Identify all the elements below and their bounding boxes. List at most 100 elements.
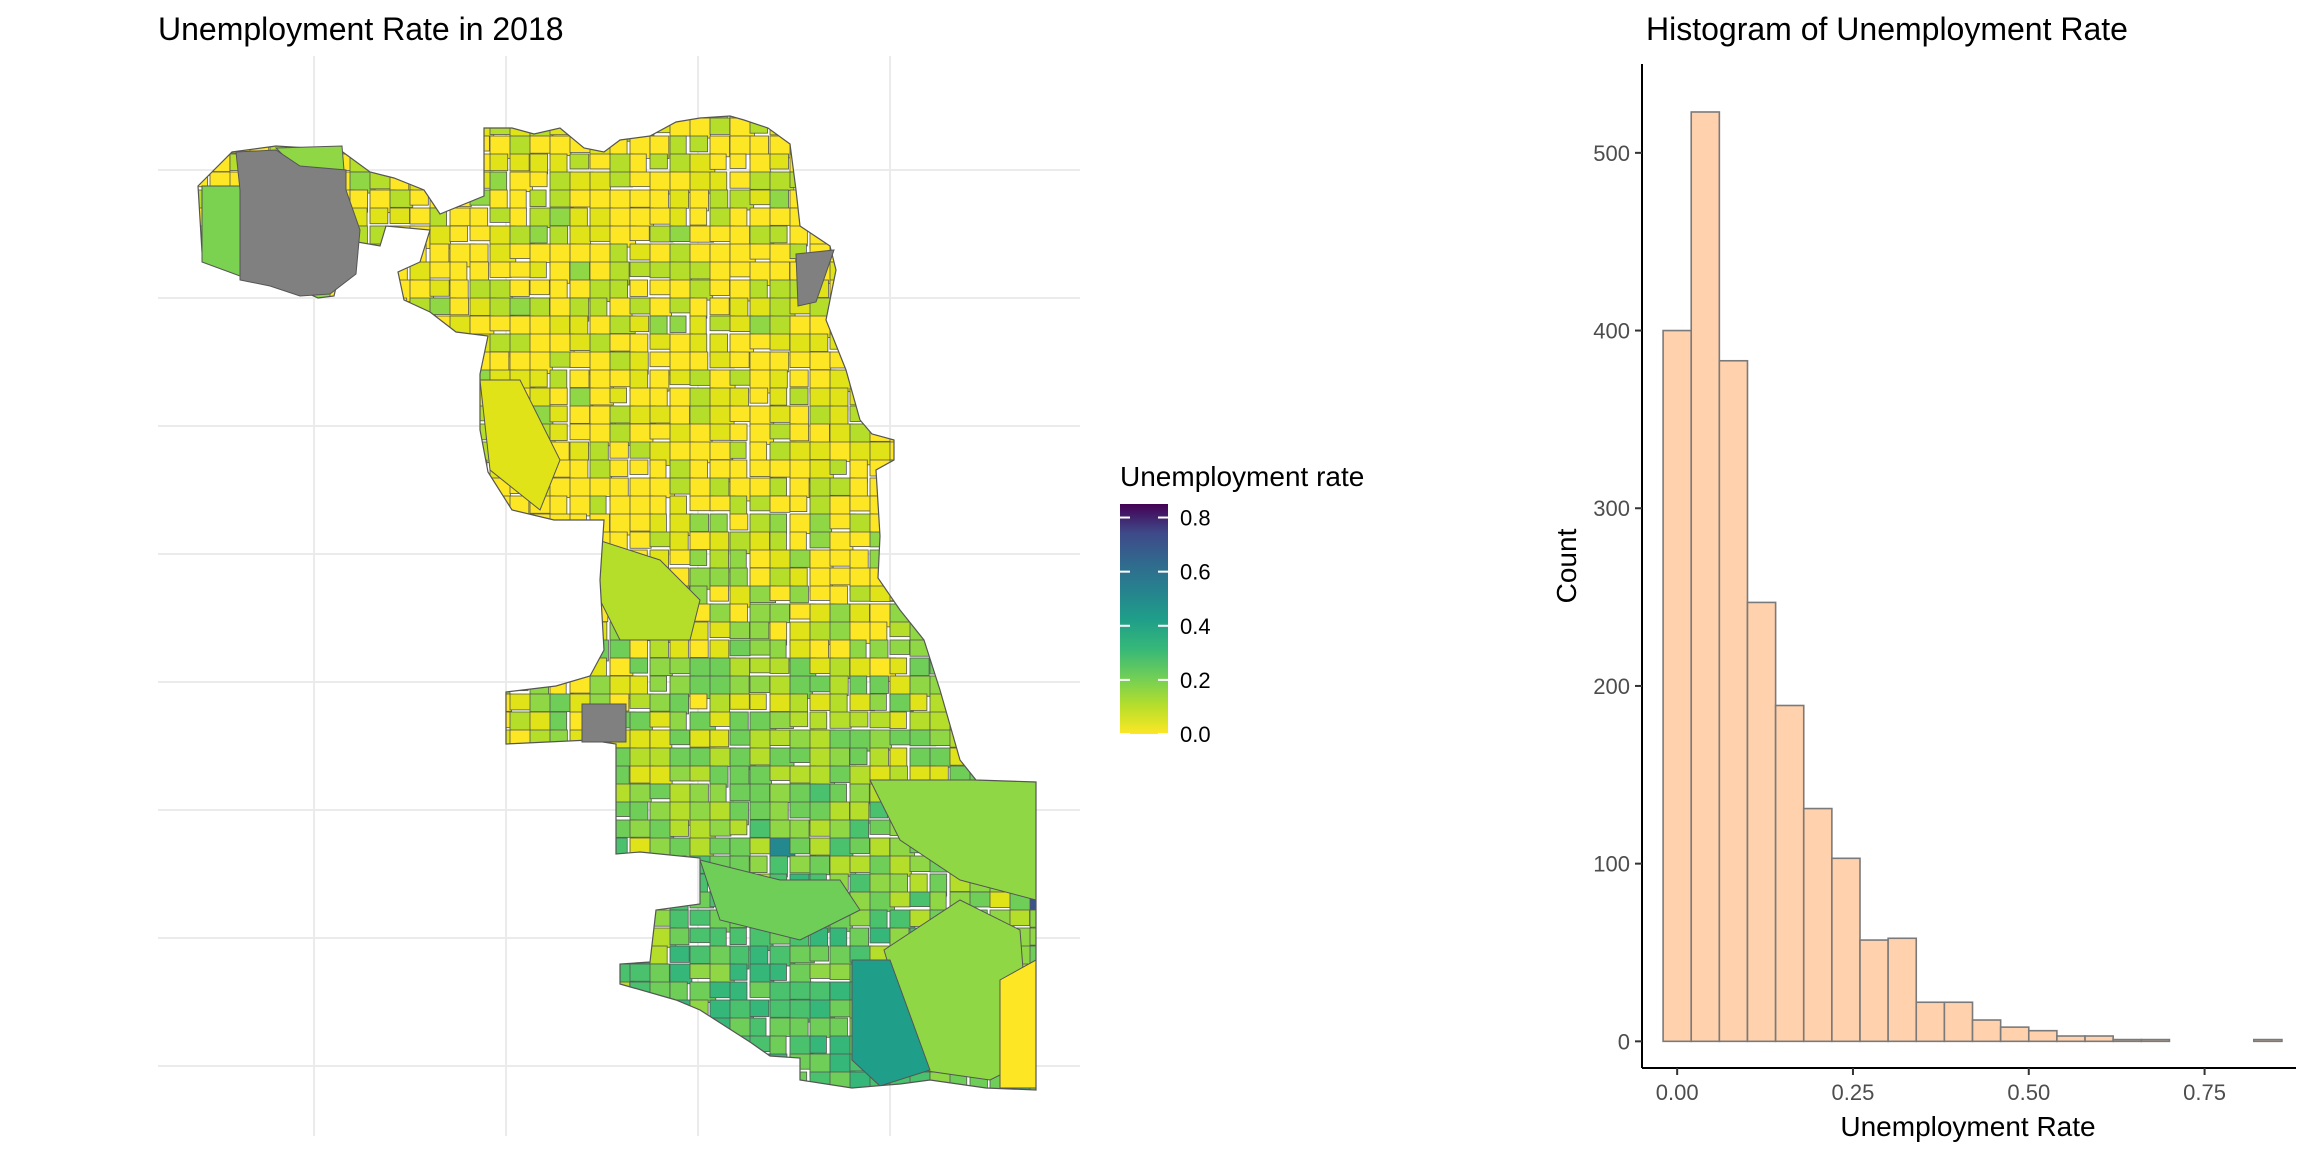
tract bbox=[609, 657, 634, 676]
tract bbox=[529, 585, 555, 604]
tract bbox=[329, 675, 355, 699]
histogram-bar bbox=[1662, 329, 1693, 1043]
tract bbox=[369, 441, 395, 458]
tract bbox=[509, 585, 532, 606]
tract bbox=[269, 873, 296, 896]
tract bbox=[549, 873, 573, 889]
tract bbox=[869, 117, 887, 136]
tract bbox=[329, 981, 347, 1005]
tract bbox=[198, 333, 214, 358]
tract bbox=[609, 1053, 627, 1071]
tract bbox=[929, 243, 957, 261]
tract bbox=[529, 171, 548, 188]
tract bbox=[629, 963, 652, 982]
tract bbox=[989, 765, 1016, 783]
tract bbox=[589, 927, 614, 944]
tract bbox=[269, 909, 294, 926]
tract bbox=[929, 477, 951, 495]
tract bbox=[309, 387, 331, 406]
tract bbox=[849, 117, 873, 135]
tract bbox=[789, 495, 808, 513]
tract bbox=[909, 387, 934, 410]
tract bbox=[549, 639, 570, 655]
tract bbox=[409, 513, 430, 537]
tract bbox=[569, 405, 591, 424]
tract bbox=[829, 189, 848, 210]
tract bbox=[1029, 1089, 1036, 1090]
tract bbox=[289, 405, 315, 428]
tract bbox=[609, 1089, 636, 1090]
tract bbox=[1009, 207, 1029, 225]
tract bbox=[969, 315, 990, 335]
tract bbox=[889, 873, 909, 894]
tract bbox=[749, 639, 772, 656]
tract bbox=[929, 639, 950, 661]
legend-title: Unemployment rate bbox=[1120, 461, 1364, 492]
tract bbox=[229, 441, 255, 465]
tract bbox=[669, 693, 689, 715]
tract bbox=[749, 549, 773, 569]
tract bbox=[949, 369, 972, 386]
tract bbox=[449, 747, 475, 771]
tract bbox=[829, 333, 855, 350]
tract bbox=[369, 369, 391, 388]
y-tick-label: 300 bbox=[1593, 496, 1630, 521]
tract bbox=[209, 693, 228, 712]
tract bbox=[229, 981, 255, 1006]
tract bbox=[209, 603, 233, 620]
tract bbox=[309, 945, 328, 968]
tract bbox=[209, 279, 233, 297]
tract bbox=[889, 423, 909, 445]
tract bbox=[269, 1071, 293, 1090]
tract bbox=[851, 959, 931, 1087]
tract bbox=[950, 100, 966, 116]
tract bbox=[349, 981, 376, 1004]
tract bbox=[1029, 585, 1036, 605]
colorbar bbox=[1120, 504, 1168, 734]
tract bbox=[949, 639, 967, 657]
tract bbox=[1029, 369, 1036, 387]
tract bbox=[469, 873, 494, 898]
tract bbox=[889, 135, 909, 154]
tract bbox=[809, 207, 837, 231]
tract bbox=[509, 909, 534, 933]
tract bbox=[229, 1089, 251, 1090]
tract bbox=[429, 459, 454, 475]
tract bbox=[609, 999, 631, 1018]
tract bbox=[489, 189, 508, 209]
tract bbox=[198, 351, 214, 371]
tract bbox=[909, 315, 937, 333]
tract bbox=[549, 729, 568, 751]
tract bbox=[429, 819, 452, 842]
tract bbox=[809, 513, 833, 534]
tract bbox=[389, 873, 410, 893]
tract bbox=[549, 279, 568, 299]
tract bbox=[349, 945, 373, 970]
tract bbox=[809, 117, 836, 134]
tract bbox=[329, 873, 353, 891]
tract bbox=[349, 513, 376, 537]
tract bbox=[969, 1089, 987, 1090]
tract bbox=[1029, 567, 1036, 589]
tract bbox=[629, 513, 653, 532]
tract bbox=[369, 729, 390, 753]
tract bbox=[1029, 675, 1036, 700]
tract bbox=[349, 909, 376, 931]
tract bbox=[389, 459, 409, 479]
tract bbox=[249, 711, 271, 735]
tract bbox=[469, 1053, 490, 1071]
tract bbox=[329, 891, 349, 914]
tract bbox=[729, 135, 753, 155]
tract bbox=[449, 459, 477, 480]
tract bbox=[569, 873, 594, 891]
tract bbox=[549, 1053, 569, 1072]
tract bbox=[1029, 927, 1036, 946]
tract bbox=[509, 765, 533, 785]
tract bbox=[749, 477, 774, 498]
tract bbox=[229, 693, 253, 710]
tract bbox=[889, 351, 909, 369]
tract bbox=[229, 531, 248, 552]
tract bbox=[289, 351, 307, 374]
tract bbox=[198, 1089, 215, 1090]
tract bbox=[989, 171, 1015, 190]
